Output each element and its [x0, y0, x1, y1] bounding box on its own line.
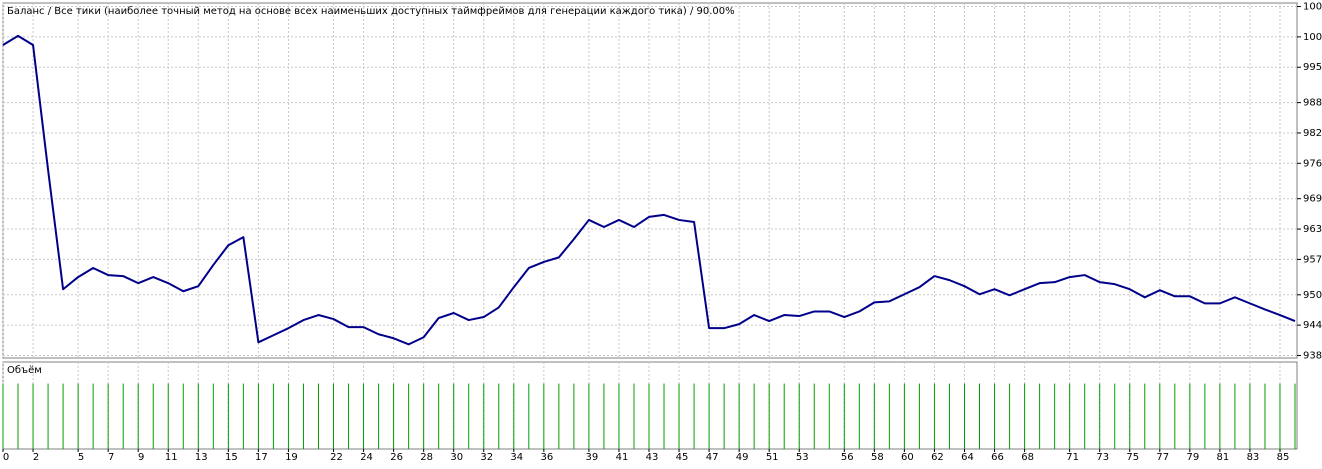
x-tick-label: 19	[285, 452, 298, 463]
y-tick-label: 988	[1303, 98, 1322, 109]
x-tick-label: 9	[138, 452, 144, 463]
y-tick-label: 957	[1303, 254, 1322, 265]
balance-line	[2, 34, 1296, 346]
x-tick-label: 28	[420, 452, 433, 463]
x-tick-label: 2	[33, 452, 39, 463]
y-tick-label: 982	[1303, 128, 1322, 139]
x-tick-label: 34	[510, 452, 523, 463]
x-tick-label: 11	[165, 452, 178, 463]
x-tick-label: 56	[841, 452, 854, 463]
y-tick-label: 969	[1303, 194, 1322, 205]
y-tick-label: 995	[1303, 62, 1322, 73]
x-tick-label: 68	[1021, 452, 1034, 463]
x-tick-label: 71	[1066, 452, 1079, 463]
x-tick-label: 36	[540, 452, 553, 463]
y-tick-label: 944	[1303, 320, 1322, 331]
volume-pane	[2, 361, 1298, 450]
volume-title: Объём	[7, 365, 42, 376]
y-tick-label: 1007	[1303, 2, 1322, 13]
x-tick-label: 26	[390, 452, 403, 463]
x-tick-label: 85	[1277, 452, 1290, 463]
x-tick-label: 81	[1217, 452, 1230, 463]
x-tick-label: 49	[736, 452, 749, 463]
x-tick-label: 77	[1156, 452, 1169, 463]
x-tick-label: 22	[330, 452, 343, 463]
x-tick-label: 5	[78, 452, 84, 463]
x-tick-label: 79	[1186, 452, 1199, 463]
x-tick-label: 17	[255, 452, 268, 463]
x-tick-label: 30	[450, 452, 463, 463]
x-tick-label: 13	[195, 452, 208, 463]
x-tick-label: 24	[360, 452, 373, 463]
x-tick-label: 15	[225, 452, 238, 463]
x-tick-label: 39	[586, 452, 599, 463]
x-tick-label: 62	[931, 452, 944, 463]
x-tick-label: 47	[706, 452, 719, 463]
x-tick-label: 0	[3, 452, 9, 463]
x-tick-label: 41	[616, 452, 629, 463]
y-tick-label: 976	[1303, 158, 1322, 169]
x-tick-label: 73	[1096, 452, 1109, 463]
x-tick-label: 64	[961, 452, 974, 463]
x-tick-label: 45	[676, 452, 689, 463]
x-tick-label: 75	[1126, 452, 1139, 463]
x-tick-label: 83	[1247, 452, 1260, 463]
x-tick-label: 66	[991, 452, 1004, 463]
x-tick-label: 60	[901, 452, 914, 463]
x-tick-label: 53	[796, 452, 809, 463]
y-tick-label: 938	[1303, 350, 1322, 361]
y-tick-label: 950	[1303, 290, 1322, 301]
y-tick-label: 963	[1303, 224, 1322, 235]
x-tick-label: 32	[480, 452, 493, 463]
x-tick-label: 7	[108, 452, 114, 463]
x-tick-label: 43	[646, 452, 659, 463]
price-pane	[2, 2, 1298, 359]
x-tick-label: 51	[766, 452, 779, 463]
chart-title: Баланс / Все тики (наиболее точный метод…	[7, 6, 735, 17]
x-tick-label: 58	[871, 452, 884, 463]
